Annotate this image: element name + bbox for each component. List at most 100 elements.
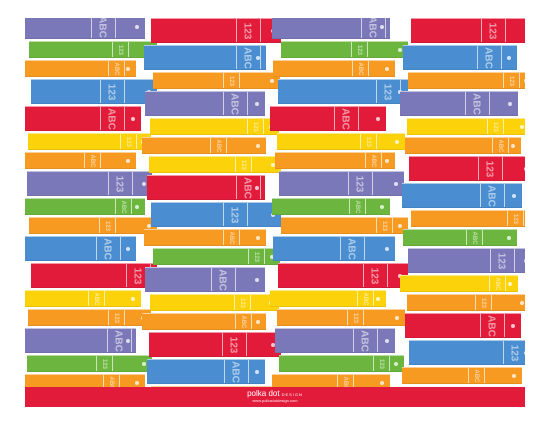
- spine-dot: [380, 380, 384, 385]
- spine-dot: [256, 235, 260, 240]
- spine-label: 123: [353, 175, 365, 192]
- book-spine: ABC: [25, 290, 141, 307]
- book-spine: ABC: [273, 236, 395, 261]
- spine-band: [349, 199, 366, 214]
- spine-label: 123: [378, 358, 384, 369]
- book-spine: 123: [279, 355, 404, 372]
- spine-band: [236, 176, 261, 199]
- spine-label: 123: [486, 22, 498, 39]
- book-stacks: ABC 123 ABC 123 ABC 123 ABC 123 ABC 123 ABC 123 ABC 1…: [25, 18, 525, 407]
- spine-dot: [385, 246, 389, 251]
- spine-band: [478, 157, 503, 180]
- spine-dot: [131, 296, 135, 301]
- spine-label: 123: [125, 136, 131, 147]
- spine-dot: [380, 24, 384, 29]
- spine-dot: [385, 66, 389, 71]
- spine-band: [100, 80, 125, 103]
- spine-label: 123: [508, 75, 514, 86]
- spine-band: [347, 310, 364, 325]
- book-spine: 123: [28, 309, 151, 326]
- book-spine: ABC: [272, 18, 390, 39]
- spine-dot: [394, 181, 398, 186]
- book-spine: ABC: [144, 45, 266, 70]
- spine-dot: [394, 361, 398, 366]
- spine-band: [340, 237, 365, 260]
- brand-url: www.polkadotdesign.com: [252, 398, 298, 403]
- book-spine: 123: [281, 41, 408, 58]
- spine-label: ABC: [228, 231, 234, 244]
- spine-label: ABC: [215, 139, 221, 152]
- book-spine: 123: [281, 217, 408, 234]
- spine-band: [107, 329, 132, 352]
- spine-band: [112, 42, 129, 57]
- spine-dot: [511, 323, 515, 328]
- spine-label: 123: [101, 358, 107, 369]
- spine-label: 123: [252, 121, 258, 132]
- spine-label: 123: [113, 175, 125, 192]
- spine-label: 123: [356, 44, 362, 55]
- book-spine: ABC: [273, 60, 395, 77]
- spine-label: ABC: [362, 292, 368, 305]
- book-spine: ABC: [402, 367, 522, 384]
- spine-band: [503, 341, 525, 364]
- spine-dot: [524, 350, 525, 355]
- book-spine: 123: [149, 156, 281, 173]
- spine-label: ABC: [494, 277, 500, 290]
- spine-band: [477, 46, 502, 69]
- book-spine: ABC: [272, 198, 390, 215]
- spine-dot: [126, 158, 130, 163]
- spine-label: 123: [131, 267, 143, 284]
- spine-band: [480, 314, 505, 337]
- spine-label: 123: [105, 83, 117, 100]
- spine-label: ABC: [358, 329, 370, 352]
- spine-label: ABC: [370, 154, 376, 167]
- book-spine: ABC: [25, 18, 145, 39]
- spine-dot: [398, 47, 402, 52]
- spine-band: [88, 291, 105, 306]
- spine-band: [210, 138, 227, 153]
- spine-label: ABC: [229, 360, 241, 383]
- spine-label: 123: [483, 160, 495, 177]
- spine-dot: [126, 338, 130, 343]
- book-spine: ABC: [400, 275, 518, 292]
- spine-band: [361, 18, 386, 38]
- spine-label: ABC: [93, 292, 99, 305]
- spine-label: ABC: [101, 237, 113, 260]
- spine-dot: [508, 281, 512, 286]
- book-spine: 123: [153, 248, 280, 265]
- spine-band: [475, 295, 492, 310]
- spine-band: [224, 360, 249, 383]
- spine-band: [468, 368, 485, 383]
- spine-band: [223, 230, 240, 245]
- spine-band: [337, 375, 354, 390]
- spine-band: [481, 19, 506, 42]
- spine-band: [108, 61, 125, 76]
- spine-band: [503, 73, 520, 88]
- book-spine: 123: [408, 248, 525, 273]
- spine-label: 123: [381, 83, 393, 100]
- spine-label: ABC: [473, 369, 479, 382]
- spine-dot: [255, 277, 259, 282]
- spine-label: ABC: [241, 176, 253, 199]
- spine-dot: [520, 300, 524, 305]
- spine-band: [487, 119, 504, 134]
- spine-dot: [271, 342, 275, 347]
- spine-dot: [255, 369, 259, 374]
- book-spine: ABC: [142, 137, 266, 154]
- book-spine: 123: [407, 294, 525, 311]
- book-spine: 123: [29, 41, 157, 58]
- spine-label: ABC: [96, 18, 108, 38]
- spine-label: ABC: [357, 62, 363, 75]
- book-spine: ABC: [270, 106, 386, 131]
- book-spine: ABC: [275, 328, 395, 353]
- book-spine: 123: [278, 79, 408, 104]
- spine-band: [235, 314, 252, 329]
- spine-dot: [380, 204, 384, 209]
- book-spine: ABC: [147, 359, 265, 384]
- spine-label: ABC: [339, 107, 351, 130]
- spine-band: [108, 310, 125, 325]
- spine-dot: [271, 162, 275, 167]
- spine-dot: [385, 338, 389, 343]
- spine-band: [480, 184, 505, 207]
- footer-bar: polka dot DESIGN www.polkadotdesign.com: [25, 387, 525, 407]
